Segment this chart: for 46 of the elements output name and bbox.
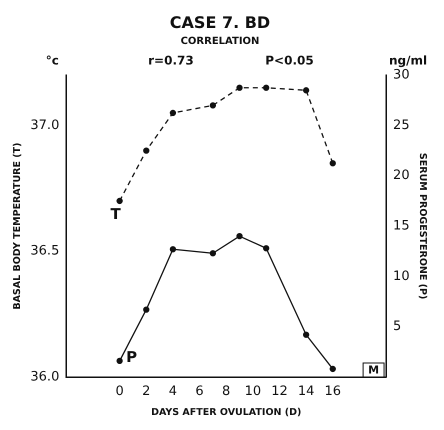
text: P<0.05 xyxy=(265,53,314,68)
point xyxy=(210,250,216,256)
x-tick-label: 14 xyxy=(298,384,314,400)
point xyxy=(143,306,150,313)
point xyxy=(302,87,310,94)
x-tick-label: 8 xyxy=(222,384,230,400)
point xyxy=(302,332,310,338)
x-tick-label: 0 xyxy=(115,384,124,400)
x-tick-label: 4 xyxy=(168,384,178,400)
y2-tick-label: 10 xyxy=(393,268,410,284)
y-axis-title: BASAL BODY TEMPERATURE (T) xyxy=(12,142,24,310)
y2-tick-label: 30 xyxy=(393,68,410,83)
y2-tick-label: 25 xyxy=(393,118,410,133)
x-tick-label: 12 xyxy=(271,384,288,400)
y-tick-label: 36.5 xyxy=(30,244,60,259)
point xyxy=(330,366,336,372)
point xyxy=(116,198,123,204)
point xyxy=(236,233,243,240)
y2-tick-label: 15 xyxy=(393,218,410,234)
y-tick-label: 37.0 xyxy=(30,118,60,133)
point xyxy=(330,160,336,166)
y-tick-label: 36.0 xyxy=(30,369,60,384)
point xyxy=(236,84,243,91)
text: °c xyxy=(46,53,59,68)
x-tick-label: 2 xyxy=(142,384,150,400)
annotation: M xyxy=(368,363,380,376)
text: r=0.73 xyxy=(148,53,194,68)
point xyxy=(263,245,270,252)
point xyxy=(210,102,216,109)
y2-axis-title: SERUM PROGESTERONE (P) xyxy=(416,152,428,300)
chart-subtitle: CORRELATION xyxy=(180,36,260,47)
x-axis-title: DAYS AFTER OVULATION (D) xyxy=(151,406,302,418)
x-tick-label: 16 xyxy=(324,384,342,400)
chart-title: CASE 7. BD xyxy=(170,12,270,32)
y2-tick-label: 5 xyxy=(393,319,402,334)
point xyxy=(170,110,176,116)
x-tick-label: 10 xyxy=(244,384,262,400)
series-label: T xyxy=(110,204,122,223)
point xyxy=(143,148,150,154)
series-label: P xyxy=(126,348,138,366)
point xyxy=(263,84,270,91)
point xyxy=(116,358,123,364)
x-tick-label: 6 xyxy=(195,384,204,400)
y2-tick-label: 20 xyxy=(393,168,410,184)
point xyxy=(170,246,176,252)
text: ng/ml xyxy=(388,53,428,68)
